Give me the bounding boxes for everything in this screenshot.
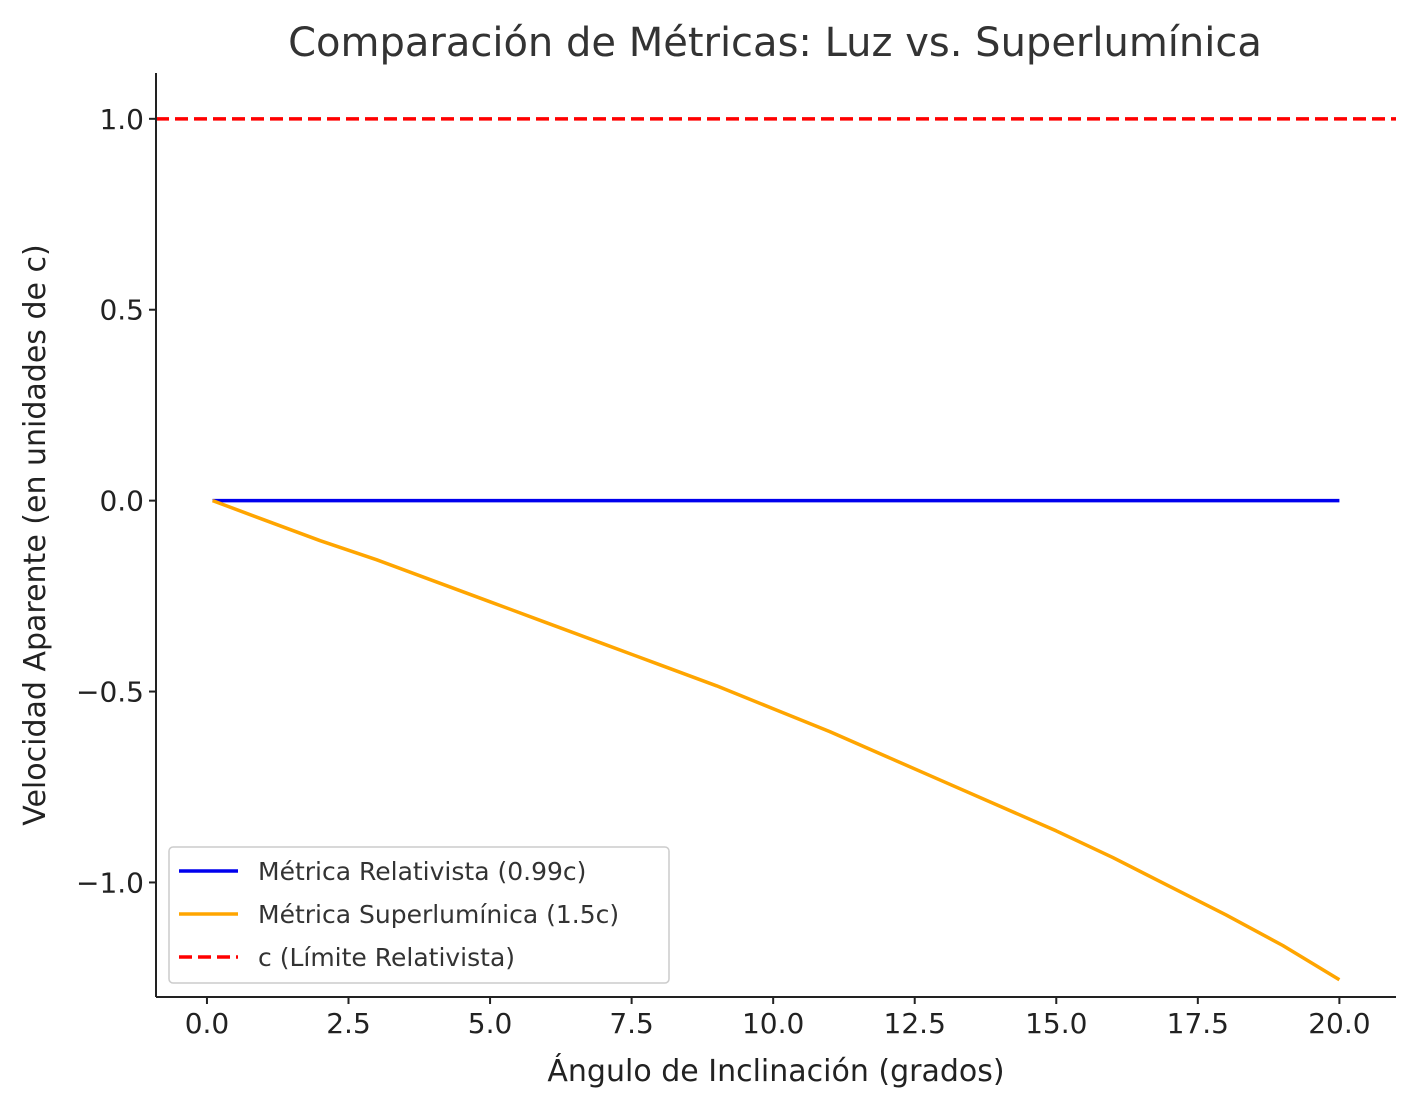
x-tick-label: 5.0 [468, 1007, 513, 1040]
legend-label: Métrica Relativista (0.99c) [258, 857, 586, 886]
x-ticks: 0.0 2.5 5.0 7.5 10.0 12.5 15.0 17.5 20.0 [185, 997, 1371, 1040]
x-tick-label: 10.0 [742, 1007, 804, 1040]
x-tick-label: 0.0 [185, 1007, 230, 1040]
series-line-2 [211, 498, 1341, 982]
x-tick-label: 2.5 [326, 1007, 371, 1040]
x-tick-label: 7.5 [609, 1007, 654, 1040]
y-ticks: −1.0 −0.5 0.0 0.5 1.0 [76, 103, 156, 899]
y-tick-label: 1.0 [99, 103, 144, 136]
legend-items: Métrica Relativista (0.99c) Métrica Super… [179, 857, 619, 972]
chart-title: Comparación de Métricas: Luz vs. Superlu… [288, 20, 1262, 66]
x-tick-label: 12.5 [884, 1007, 946, 1040]
legend-box [168, 846, 670, 984]
legend-label: c (Límite Relativista) [258, 943, 515, 972]
y-tick-label: 0.5 [99, 294, 144, 327]
legend-label: Métrica Superlumínica (1.5c) [258, 900, 619, 929]
x-tick-label: 17.5 [1167, 1007, 1229, 1040]
legend: Métrica Relativista (0.99c) Métrica Super… [168, 846, 670, 984]
series-layer [156, 117, 1396, 982]
plot-area: 0.0 2.5 5.0 7.5 10.0 12.5 15.0 17.5 20.0 −1.0 −0.… [76, 73, 1396, 1040]
x-axis-label: Ángulo de Inclinación (grados) [547, 1053, 1004, 1089]
y-tick-label: 0.0 [99, 485, 144, 518]
x-tick-label: 20.0 [1308, 1007, 1370, 1040]
x-tick-label: 15.0 [1025, 1007, 1087, 1040]
y-tick-label: −0.5 [76, 676, 144, 709]
y-tick-label: −1.0 [76, 866, 144, 899]
y-axis-label: Velocidad Aparente (en unidades de c) [18, 244, 53, 825]
